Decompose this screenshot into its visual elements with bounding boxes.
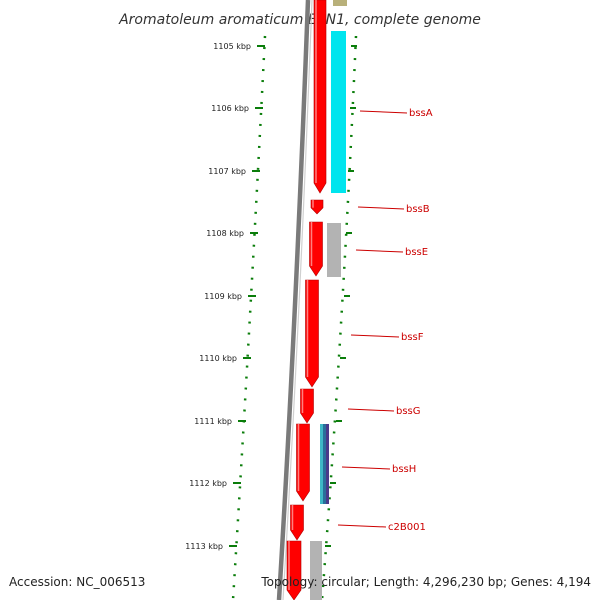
gene-leader-line: [337, 524, 387, 528]
feature-block: [320, 424, 323, 504]
gene-labels: bssA bssB bssE bssF bssG bssH c2B001: [337, 108, 433, 533]
tick-label: 1109 kbp: [204, 292, 242, 301]
feature-block: [333, 0, 347, 6]
gene-leader-line: [341, 466, 391, 470]
feature-block: [327, 223, 341, 277]
tick-label: 1110 kbp: [199, 354, 237, 363]
tick-label: 1108 kbp: [206, 229, 244, 238]
tick-label: 1113 kbp: [185, 542, 223, 551]
feature-block: [331, 31, 346, 193]
map-title: Aromatoleum aromaticum EbN1, complete ge…: [118, 12, 481, 28]
tick-label: 1111 kbp: [194, 417, 232, 426]
accession-text: Accession: NC_006513: [9, 575, 145, 589]
cds-arrow: [305, 279, 319, 388]
gene-leader-line: [350, 334, 400, 338]
feature-block: [310, 541, 322, 600]
tick-label: 1107 kbp: [208, 167, 246, 176]
cds-arrow: [310, 199, 324, 215]
topology-text: Topology: circular; Length: 4,296,230 bp…: [260, 575, 591, 589]
gene-label-bssF: bssF: [401, 332, 424, 343]
backbone-circle: [276, 0, 311, 600]
cds-arrow: [309, 221, 323, 277]
gene-leader-line: [357, 206, 405, 210]
feature-block: [323, 424, 326, 504]
cds-arrow: [290, 504, 304, 541]
feature-block: [326, 424, 329, 504]
gene-label-bssH: bssH: [392, 464, 416, 475]
cds-arrow: [296, 423, 310, 502]
cds-features: [286, 0, 347, 600]
backbone-highlight: [282, 0, 313, 600]
inner-dotted-ring: [231, 35, 267, 600]
cds-arrow: [313, 0, 327, 194]
gene-label-bssA: bssA: [409, 108, 433, 119]
gene-leader-line: [359, 110, 408, 114]
cds-arrow: [286, 540, 302, 600]
gene-label-c2B001: c2B001: [388, 522, 426, 533]
gene-label-bssG: bssG: [396, 406, 421, 417]
gene-leader-line: [355, 249, 404, 253]
cds-arrow: [300, 388, 314, 424]
gene-label-bssB: bssB: [406, 204, 430, 215]
tick-label: 1106 kbp: [211, 104, 249, 113]
tick-label: 1105 kbp: [213, 42, 251, 51]
gene-leader-line: [347, 408, 395, 412]
gene-label-bssE: bssE: [405, 247, 428, 258]
scale-ticks: 1105 kbp 1106 kbp 1107 kbp 1108 kbp 1109 kbp…: [185, 42, 357, 551]
tick-label: 1112 kbp: [189, 479, 227, 488]
